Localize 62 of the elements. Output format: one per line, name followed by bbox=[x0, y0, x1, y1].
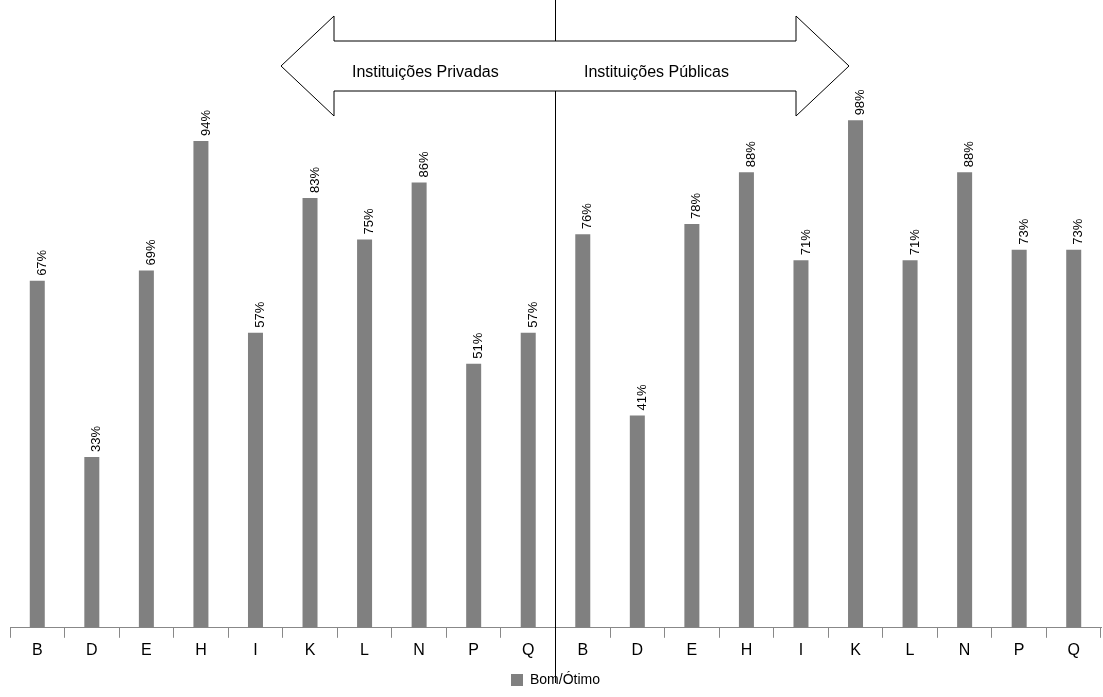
data-label: 75% bbox=[361, 207, 377, 235]
bar bbox=[84, 456, 100, 628]
x-tick-label: E bbox=[686, 640, 698, 658]
x-tick-label: L bbox=[905, 640, 915, 658]
data-label: 67% bbox=[33, 249, 49, 276]
bar bbox=[302, 198, 318, 628]
data-label: 71% bbox=[906, 228, 922, 256]
x-tick-label: H bbox=[740, 640, 753, 658]
data-label: 86% bbox=[415, 151, 431, 178]
x-tick-label: H bbox=[195, 640, 207, 658]
data-label: 76% bbox=[579, 202, 595, 230]
bar bbox=[629, 415, 645, 628]
data-label: 57% bbox=[524, 301, 540, 328]
data-label: 57% bbox=[252, 301, 268, 328]
bar bbox=[793, 260, 809, 628]
x-tick-label: K bbox=[304, 640, 316, 658]
data-label: 88% bbox=[961, 140, 977, 168]
x-tick-label: P bbox=[468, 640, 480, 658]
x-tick-label: P bbox=[1013, 640, 1025, 658]
bar bbox=[357, 239, 373, 628]
data-label: 51% bbox=[470, 332, 486, 359]
bar bbox=[247, 332, 263, 628]
data-label: 69% bbox=[142, 239, 158, 266]
bar bbox=[138, 270, 154, 628]
bar bbox=[29, 280, 45, 628]
bar bbox=[848, 120, 864, 628]
data-label: 71% bbox=[797, 228, 813, 256]
x-tick-label: B bbox=[31, 640, 43, 658]
x-tick-label: L bbox=[360, 640, 370, 658]
bar bbox=[902, 260, 918, 628]
text: Instituições Públicas bbox=[584, 63, 729, 81]
text: Instituições Privadas bbox=[352, 63, 499, 81]
data-label: 88% bbox=[743, 140, 758, 168]
bar bbox=[1066, 249, 1082, 628]
bar bbox=[411, 182, 427, 628]
bar bbox=[466, 363, 482, 628]
data-label: 41% bbox=[633, 384, 649, 411]
data-label: 83% bbox=[306, 166, 322, 194]
x-tick-label: I bbox=[253, 640, 258, 658]
bar bbox=[684, 223, 700, 628]
x-tick-label: K bbox=[850, 640, 862, 658]
x-tick-label: N bbox=[413, 640, 425, 658]
data-label: 73% bbox=[1015, 218, 1031, 245]
data-label: 33% bbox=[88, 425, 104, 452]
x-tick-label: D bbox=[86, 640, 98, 658]
x-tick-label: B bbox=[577, 640, 589, 658]
data-label: 73% bbox=[1070, 218, 1086, 245]
bar bbox=[738, 172, 754, 628]
x-tick-label: Q bbox=[522, 640, 535, 658]
data-label: 78% bbox=[688, 192, 704, 219]
bar bbox=[575, 234, 591, 628]
data-label: 98% bbox=[852, 88, 868, 116]
x-tick-label: N bbox=[958, 640, 971, 658]
bar bbox=[520, 332, 536, 628]
x-tick-label: E bbox=[141, 640, 152, 658]
x-tick-label: D bbox=[631, 640, 644, 658]
bar bbox=[1011, 249, 1027, 628]
bar bbox=[193, 141, 209, 628]
bar bbox=[957, 172, 973, 628]
x-tick-label: I bbox=[798, 640, 804, 658]
data-label: 94% bbox=[197, 109, 213, 137]
x-tick-label: Q bbox=[1067, 640, 1080, 658]
